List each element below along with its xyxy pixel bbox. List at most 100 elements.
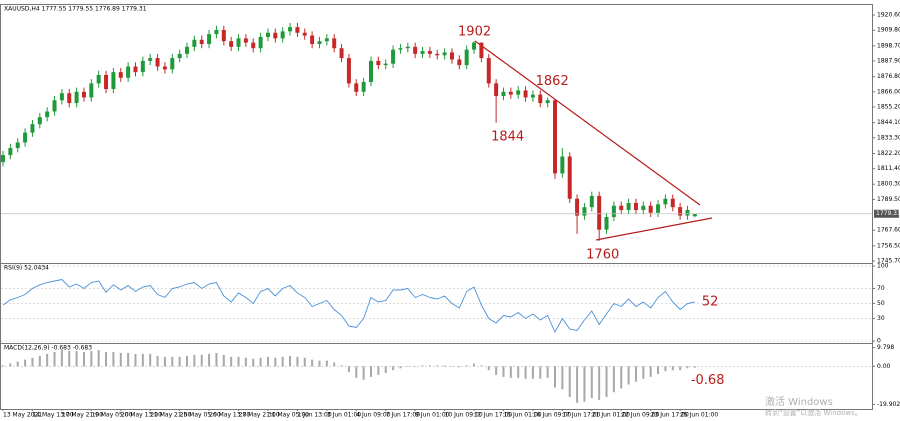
candle-body [383,63,388,66]
macd-bar [340,365,343,367]
candle-body [324,38,329,42]
macd-bar [289,355,292,367]
candle-body [23,132,28,143]
candle-body [346,58,351,84]
y-tick-label: 0 [877,338,881,345]
x-tick-label: 4 Jun 09:00 [356,412,390,419]
candle-body [413,46,418,54]
macd-bar [31,357,34,367]
candle-body [162,66,167,70]
candle-body [89,83,94,98]
macd-bar [347,366,350,373]
candle-body [567,156,572,199]
y-tick-label: 30 [877,315,885,322]
macd-bar [436,365,439,367]
candle-body [185,46,189,54]
macd-bar [215,352,218,367]
macd-bar [384,366,387,374]
macd-bar [686,366,689,369]
candle-body [405,46,410,49]
candle-body [104,74,109,90]
macd-bar [119,352,122,367]
candle-body [126,66,131,78]
macd-bar [414,366,417,367]
y-tick-label: 70 [877,285,885,292]
candle-body [236,38,241,47]
macd-bar [642,366,645,379]
candle-body [339,48,344,59]
trend-line [595,217,713,241]
macd-bar [679,366,682,371]
candle-body [427,51,432,54]
candle-body [575,198,580,216]
y-tick-label: 1920.60 [877,12,900,19]
macd-panel [0,343,873,410]
candle-body [288,27,293,32]
candle-body [1,155,5,163]
x-tick-label: 15 Jun 01:00 [503,412,541,419]
macd-bar [428,365,431,367]
candle-body [398,48,403,50]
candle-body [633,202,638,210]
x-tick-label: 3 Jun 01:00 [327,412,361,419]
x-tick-label: 17 Jun 17:00 [562,412,600,419]
candle-body [626,202,631,210]
candle-body [243,38,248,43]
candle-body [685,209,690,216]
candle-body [589,195,594,208]
macd-bar [178,356,181,367]
candle-body [207,34,212,45]
candle-body [133,66,138,73]
macd-title: MACD(12,26,9) -0.683 -0.683 [4,345,92,352]
candle-body [67,93,72,104]
x-tick-label: 17 May 21:00 [62,412,103,419]
y-tick-label: 1811.40 [877,165,900,172]
candle-body [295,27,300,33]
candle-body [317,41,322,45]
candle-body [229,41,234,47]
candle-body [376,60,381,66]
candle-body [582,207,587,216]
macd-bar [362,366,365,380]
candle-body [310,35,315,45]
candle-body [479,42,484,59]
macd-bar [568,366,571,398]
y-tick-label: 1855.20 [877,104,900,111]
candle-body [538,94,543,104]
candle-body [391,49,396,64]
macd-bar [163,356,166,367]
macd-bar [517,366,520,378]
macd-bar [266,356,269,367]
candle-body [8,148,13,156]
candle-body [472,42,477,50]
candle-body [611,205,616,217]
macd-bar [9,363,12,367]
x-tick-label: 1 Jun 13:00 [297,412,331,419]
y-tick-label: 1866.00 [877,88,900,95]
macd-bar [325,360,328,367]
x-tick-label: 23 Jun 17:00 [651,412,689,419]
x-tick-label: 25 Jun 01:00 [680,412,718,419]
candle-body [678,207,683,216]
macd-bar [546,366,549,378]
y-tick-label: 9.798 [877,344,894,351]
candle-body [170,58,175,70]
annotation: 1862 [536,74,569,89]
candle-body [656,204,661,213]
candle-body [648,205,653,213]
macd-bar [259,357,262,367]
macd-bar [90,351,93,367]
macd-bar [421,365,424,367]
macd-bar [465,365,468,367]
macd-bar [355,366,358,378]
x-tick-label: 31 May 05:00 [268,412,309,419]
candle-body [37,117,42,125]
candle-body [258,36,263,49]
candle-body [155,58,160,67]
candle-body [494,83,499,97]
annotation: 1760 [586,247,619,262]
candle-body [214,29,219,35]
rsi-line [2,279,695,334]
candle-body [251,42,256,49]
